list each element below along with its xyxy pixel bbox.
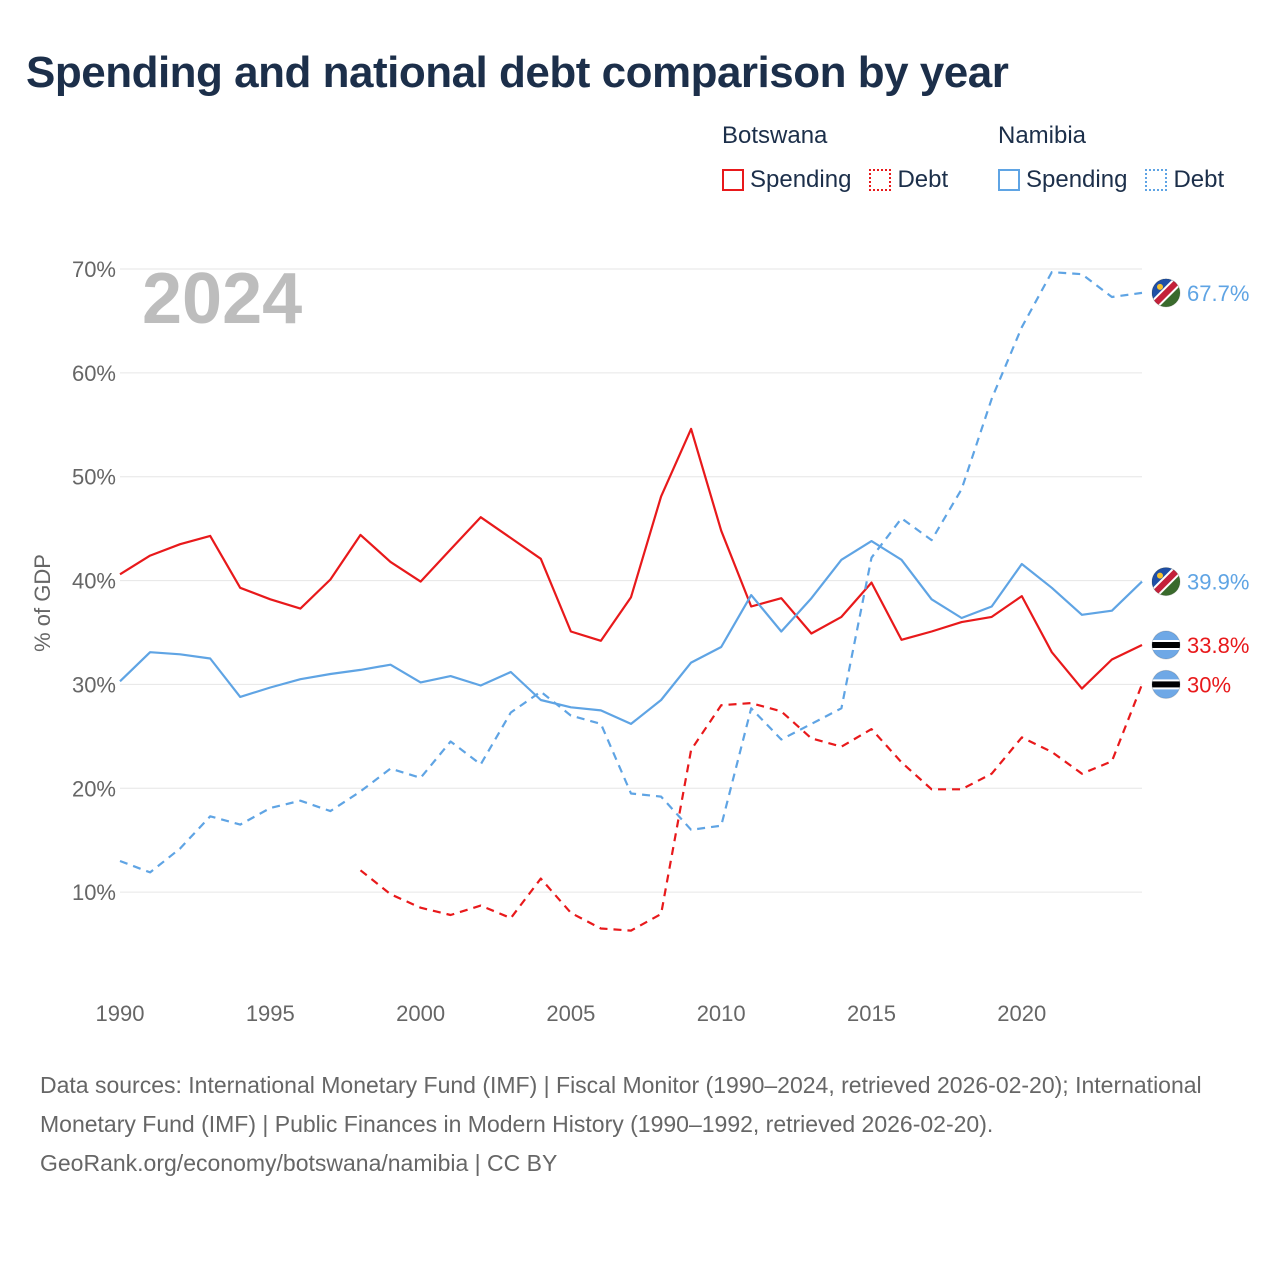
legend-label: Spending	[1026, 166, 1128, 193]
legend-label: Spending	[750, 166, 852, 193]
y-tick-label: 40%	[72, 569, 116, 594]
end-value-label: 67.7%	[1187, 281, 1249, 306]
year-label: 2024	[142, 259, 302, 339]
y-axis: 10% 20% 30% 40% 50% 60% 70%	[72, 257, 116, 905]
x-tick-label: 2005	[546, 1001, 595, 1026]
end-value-label: 30%	[1187, 672, 1231, 697]
botswana-flag-icon	[1151, 630, 1181, 660]
end-value-label: 33.8%	[1187, 633, 1249, 658]
legend-swatch-dotted	[1145, 169, 1168, 191]
legend-group-botswana: Botswana Spending Debt	[722, 122, 948, 194]
footer: Data sources: International Monetary Fun…	[40, 1066, 1240, 1183]
x-tick-label: 1990	[96, 1001, 145, 1026]
legend-swatch-solid	[998, 169, 1020, 191]
y-tick-label: 60%	[72, 361, 116, 386]
series-lines	[119, 271, 1144, 932]
legend-item-botswana-spending[interactable]: Spending	[722, 166, 851, 194]
y-tick-label: 50%	[72, 465, 116, 490]
grid	[120, 268, 1142, 893]
end-value-label: 39.9%	[1187, 570, 1249, 595]
data-sources: Data sources: International Monetary Fun…	[40, 1072, 1202, 1137]
y-axis-title: % of GDP	[30, 554, 55, 652]
end-markers: 33.8% 30% 39.9% 67.7%	[1151, 278, 1249, 699]
legend-item-botswana-debt[interactable]: Debt	[869, 166, 948, 194]
x-tick-label: 2020	[997, 1001, 1046, 1026]
series-line-namibia-debt[interactable]	[119, 271, 1143, 874]
legend-group-name: Namibia	[998, 122, 1087, 149]
x-tick-label: 2010	[697, 1001, 746, 1026]
legend-label: Debt	[1173, 166, 1225, 193]
credit-link[interactable]: GeoRank.org/economy/botswana/namibia | C…	[40, 1150, 558, 1176]
series-line-botswana-debt[interactable]	[359, 683, 1144, 932]
x-axis: 1990 1995 2000 2005 2010 2015 2020	[96, 1001, 1047, 1026]
legend-label: Debt	[897, 166, 949, 193]
x-tick-label: 2015	[847, 1001, 896, 1026]
y-tick-label: 30%	[72, 672, 116, 697]
chart-title: Spending and national debt comparison by…	[26, 48, 1009, 97]
x-tick-label: 2000	[396, 1001, 445, 1026]
namibia-flag-icon	[1151, 567, 1181, 597]
legend-swatch-solid	[722, 169, 744, 191]
legend-swatch-dotted	[869, 169, 892, 191]
namibia-flag-icon	[1151, 278, 1181, 308]
legend-item-namibia-debt[interactable]: Debt	[1145, 166, 1224, 194]
series-line-botswana-spending[interactable]	[119, 427, 1143, 690]
y-tick-label: 10%	[72, 880, 116, 905]
line-chart: 10% 20% 30% 40% 50% 60% 70% 1990 1995 2000 2005 20…	[30, 257, 1249, 1026]
legend-group-name: Botswana	[722, 122, 828, 149]
legend-group-namibia: Namibia Spending Debt	[998, 122, 1224, 194]
x-tick-label: 1995	[246, 1001, 295, 1026]
legend-item-namibia-spending[interactable]: Spending	[998, 166, 1127, 194]
y-tick-label: 70%	[72, 257, 116, 282]
series-line-namibia-spending[interactable]	[119, 539, 1143, 726]
y-tick-label: 20%	[72, 776, 116, 801]
botswana-flag-icon	[1151, 669, 1181, 699]
